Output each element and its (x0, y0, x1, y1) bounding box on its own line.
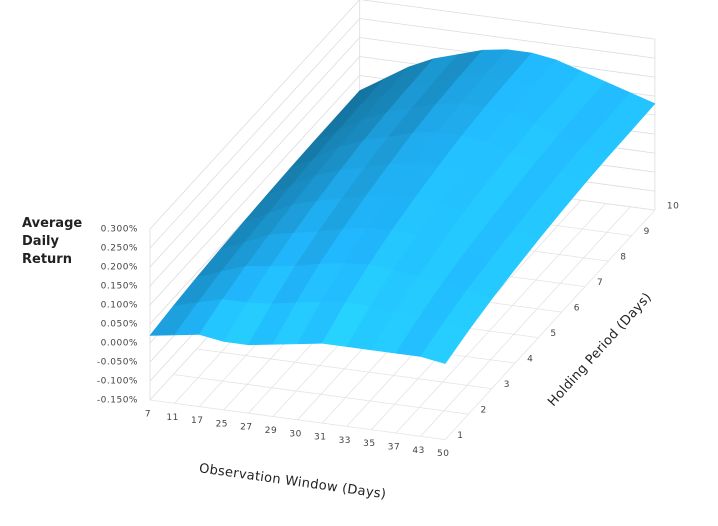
y-tick-label: 10 (667, 202, 679, 212)
x-tick-label: 31 (314, 433, 326, 443)
x-tick-label: 29 (265, 426, 277, 436)
z-axis-title: Average Daily Return (22, 216, 83, 267)
x-tick-label: 37 (388, 443, 400, 453)
z-tick-label: 0.050% (101, 320, 138, 330)
z-tick-label: -0.100% (97, 377, 138, 387)
z-tick-label: 0.250% (101, 244, 138, 254)
y-tick-label: 2 (481, 406, 487, 416)
x-tick-label: 27 (240, 423, 252, 433)
z-tick-label: -0.050% (97, 358, 138, 368)
y-tick-label: 5 (550, 329, 556, 339)
floor-grid-line (444, 209, 656, 440)
surface (149, 49, 656, 364)
y-tick-label: 1 (457, 431, 463, 441)
x-tick-label: 7 (145, 410, 151, 420)
z-tick-label: 0.100% (101, 301, 138, 311)
x-tick-label: 50 (437, 449, 449, 459)
z-tick-label: -0.150% (97, 396, 138, 406)
surface-patch (420, 321, 469, 364)
y-tick-label: 9 (644, 227, 650, 237)
z-tick-label: 0.150% (101, 282, 138, 292)
z-tick-label: 0.000% (101, 339, 138, 349)
y-tick-label: 7 (597, 278, 603, 288)
x-tick-label: 30 (289, 429, 301, 439)
x-tick-label: 33 (339, 436, 351, 446)
y-axis-title: Holding Period (Days) (545, 290, 655, 410)
x-tick-label: 25 (216, 419, 228, 429)
x-tick-label: 43 (412, 446, 424, 456)
floor-grid-line (395, 203, 606, 434)
x-tick-label: 17 (191, 416, 203, 426)
z-tick-label: 0.300% (101, 225, 138, 235)
z-grid-line (149, 0, 655, 230)
x-axis-title: Observation Window (Days) (198, 461, 387, 502)
y-tick-label: 8 (620, 253, 626, 263)
y-tick-label: 6 (574, 304, 580, 314)
y-tick-label: 4 (527, 355, 533, 365)
x-tick-label: 11 (166, 413, 178, 423)
floor-grid-line (420, 206, 631, 437)
y-tick-label: 3 (504, 380, 510, 390)
z-tick-label: 0.200% (101, 263, 138, 273)
x-tick-label: 35 (363, 439, 375, 449)
